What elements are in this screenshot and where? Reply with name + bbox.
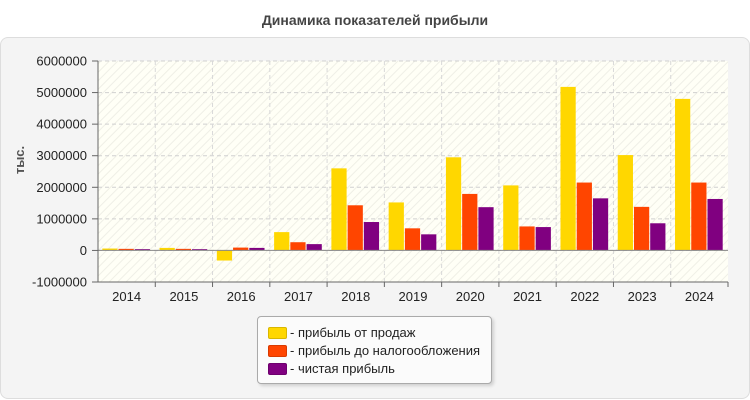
bar-2022-series-2[interactable] [576,182,592,251]
x-tick-label: 2014 [112,289,141,304]
legend-swatch-net [268,363,287,375]
bar-2019-series-1[interactable] [388,202,404,251]
bar-2016-series-1[interactable] [216,250,233,261]
bar-2024-series-1[interactable] [675,98,691,251]
bar-2014-series-2[interactable] [118,248,134,251]
bar-2015-series-1[interactable] [159,247,175,251]
legend-label-net: - чистая прибыль [290,361,395,376]
legend-item-net[interactable]: - чистая прибыль [268,361,395,377]
bar-2015-series-2[interactable] [175,248,192,251]
legend-swatch-sales [268,327,287,339]
x-tick-label: 2024 [685,289,714,304]
bar-2019-series-3[interactable] [421,234,437,251]
x-tick-label: 2018 [341,289,370,304]
x-tick-label: 2022 [570,289,599,304]
y-tick-label: 4000000 [36,117,87,132]
bar-2018-series-3[interactable] [363,222,380,251]
bar-2023-series-2[interactable] [633,206,650,251]
bar-2022-series-1[interactable] [560,86,576,251]
bar-2018-series-1[interactable] [331,168,347,251]
bar-2016-series-3[interactable] [249,247,265,251]
legend: - прибыль от продаж - прибыль до налогоо… [257,316,492,384]
y-axis-label: тыс. [12,146,27,174]
legend-label-pretax: - прибыль до налогообложения [290,343,481,358]
bar-2021-series-3[interactable] [535,227,551,251]
bar-2021-series-2[interactable] [519,226,535,251]
y-tick-label: 0 [80,243,87,258]
x-tick-label: 2020 [456,289,485,304]
bar-2024-series-2[interactable] [691,182,707,251]
bar-2018-series-2[interactable] [347,205,363,251]
chart-title: Динамика показателей прибыли [261,12,489,28]
bar-2020-series-1[interactable] [445,157,462,251]
bar-2014-series-1[interactable] [102,248,118,251]
bar-2021-series-1[interactable] [503,185,519,251]
y-tick-label: -1000000 [32,275,87,290]
x-tick-label: 2016 [227,289,256,304]
x-tick-label: 2015 [169,289,198,304]
bar-2020-series-3[interactable] [478,207,494,251]
y-tick-label: 3000000 [36,148,87,163]
legend-item-sales[interactable]: - прибыль от продаж [268,325,415,341]
bar-2017-series-3[interactable] [306,244,322,251]
bar-2022-series-3[interactable] [592,198,609,251]
bar-2016-series-2[interactable] [233,247,249,251]
x-tick-label: 2021 [513,289,542,304]
bar-2020-series-2[interactable] [462,193,478,251]
y-tick-label: 2000000 [36,180,87,195]
bar-2017-series-2[interactable] [290,242,306,251]
legend-item-pretax[interactable]: - прибыль до налогообложения [268,343,480,359]
bar-2017-series-1[interactable] [274,232,290,251]
legend-swatch-pretax [268,345,287,357]
bar-2019-series-2[interactable] [404,228,421,251]
bar-2023-series-3[interactable] [650,223,666,251]
x-tick-label: 2017 [284,289,313,304]
x-tick-label: 2019 [399,289,428,304]
legend-label-sales: - прибыль от продаж [290,325,416,340]
bar-2024-series-3[interactable] [707,198,723,251]
y-tick-label: 5000000 [36,85,87,100]
bar-2014-series-3[interactable] [134,249,150,251]
y-tick-label: 1000000 [36,211,87,226]
bar-2015-series-3[interactable] [192,249,208,251]
y-tick-label: 6000000 [36,54,87,69]
bar-2023-series-1[interactable] [617,155,633,251]
x-tick-label: 2023 [628,289,657,304]
